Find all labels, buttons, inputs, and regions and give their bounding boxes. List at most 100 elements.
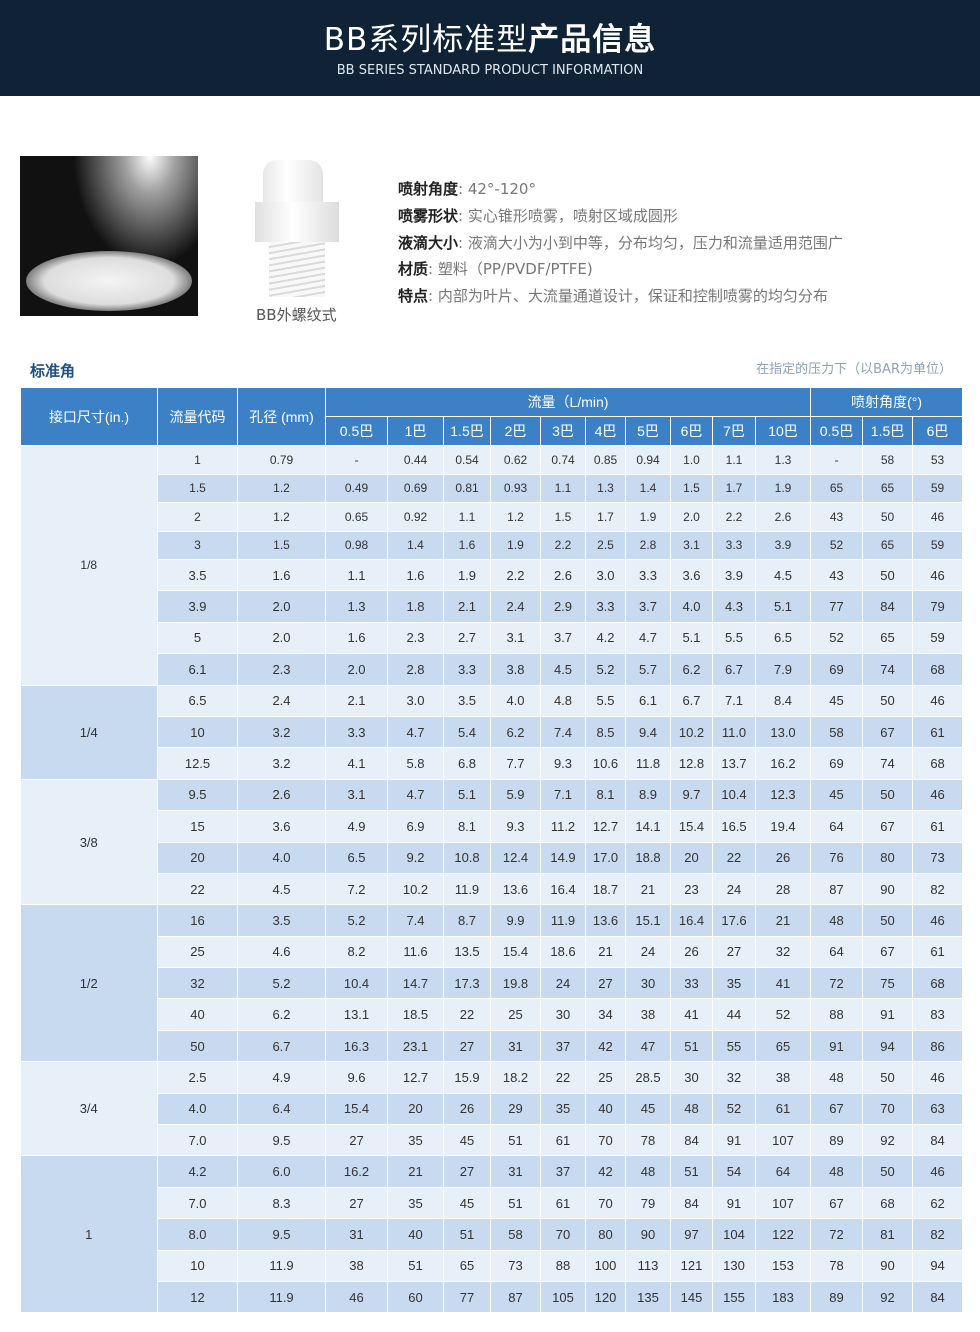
table-cell: 3.3 [443, 653, 491, 686]
table-cell: 9.5 [157, 779, 238, 812]
table-cell: 15.4 [670, 810, 713, 843]
spec-value: : 塑料（PP/PVDF/PTFE) [428, 260, 593, 279]
table-cell: 0.85 [585, 445, 626, 475]
table-cell: 26 [755, 842, 812, 874]
table-cell: 3.6 [670, 559, 713, 592]
table-cell: 1.5 [237, 531, 326, 560]
table-cell: 1.2 [237, 502, 326, 532]
table-cell: 1.1 [325, 559, 388, 592]
table-row: 40 6.2 13.1 18.5 22 25 30 34 38 41 44 52 88 91 83 [21, 998, 964, 1031]
table-cell: 38 [625, 998, 671, 1031]
table-row: 4.0 6.4 15.4 20 26 29 35 40 45 48 52 61 67 70 63 [21, 1093, 964, 1126]
table-cell: 50 [862, 904, 914, 937]
table-cell: 12.7 [387, 1061, 444, 1094]
header-flow-pressure: 10巴 [754, 416, 812, 446]
table-cell: 62 [912, 1187, 964, 1220]
table-cell: 40 [387, 1218, 444, 1251]
table-cell: 1.7 [712, 474, 756, 503]
table-cell: 1.4 [387, 531, 444, 560]
table-row: 20 4.0 6.5 9.2 10.8 12.4 14.9 17.0 18.8 20 22 26 76 8… [21, 842, 964, 874]
table-cell: 4.9 [325, 810, 388, 843]
table-cell: 0.54 [443, 445, 491, 475]
table-cell: 45 [810, 685, 864, 717]
table-cell: 92 [862, 1281, 914, 1314]
table-cell: 10.6 [585, 747, 626, 780]
table-cell: 0.74 [540, 445, 586, 475]
table-cell: 26 [670, 936, 713, 969]
table-cell: 38 [755, 1061, 812, 1094]
table-cell: 9.5 [237, 1124, 326, 1157]
table-cell: 50 [862, 779, 914, 812]
table-cell: 15.4 [490, 936, 541, 969]
table-cell: 8.2 [325, 936, 388, 969]
spec-value: : 液滴大小为小到中等，分布均匀，压力和流量适用范围广 [458, 233, 843, 252]
header-size: 接口尺寸(in.) [20, 387, 158, 446]
connection-size-cell: 1/2 [20, 904, 158, 1063]
table-cell: 27 [325, 1124, 388, 1157]
table-cell: 2.3 [237, 653, 326, 686]
table-cell: 7.0 [157, 1187, 238, 1220]
table-cell: 91 [712, 1124, 756, 1157]
table-cell: 1.3 [585, 474, 626, 503]
header-angle-pressure: 6巴 [912, 416, 964, 446]
table-cell: 0.65 [325, 502, 388, 532]
table-cell: 1.5 [670, 474, 713, 503]
table-cell: 6.5 [755, 622, 812, 655]
table-cell: 18.8 [625, 842, 671, 874]
table-cell: 65 [862, 622, 914, 655]
table-cell: 24 [625, 936, 671, 969]
table-cell: 12.7 [585, 810, 626, 843]
table-cell: 42 [585, 1155, 626, 1188]
table-cell: 61 [540, 1124, 586, 1157]
table-cell: 11.9 [443, 873, 491, 906]
table-cell: 30 [670, 1061, 713, 1094]
table-cell: 31 [325, 1218, 388, 1251]
table-cell: 28 [755, 873, 812, 906]
table-cell: 52 [712, 1093, 756, 1126]
table-cell: 2.7 [443, 622, 491, 655]
table-cell: 104 [712, 1218, 756, 1251]
table-cell: 45 [810, 779, 864, 812]
table-cell: 4.2 [157, 1155, 238, 1188]
table-cell: 1.6 [237, 559, 326, 592]
table-cell: 70 [585, 1187, 626, 1220]
table-cell: 3.3 [585, 590, 626, 623]
table-cell: 1.1 [540, 474, 586, 503]
table-cell: 120 [585, 1281, 626, 1314]
table-cell: 50 [862, 685, 914, 717]
table-cell: 12.5 [157, 747, 238, 780]
table-cell: 97 [670, 1218, 713, 1251]
table-row: 25 4.6 8.2 11.6 13.5 15.4 18.6 21 24 26 27 32 64 67 61 [21, 936, 964, 969]
connection-size-cell: 1/8 [20, 445, 158, 686]
table-cell: 5.2 [585, 653, 626, 686]
table-cell: 15.9 [443, 1061, 491, 1094]
spec-line: 特点: 内部为叶片、大流量通道设计，保证和控制喷雾的均匀分布 [398, 283, 843, 310]
table-cell: 32 [157, 967, 238, 1000]
table-cell: 4.9 [237, 1061, 326, 1094]
table-cell: 69 [810, 747, 864, 780]
table-cell: 51 [490, 1187, 541, 1220]
table-cell: 48 [810, 904, 864, 937]
table-cell: 2.0 [670, 502, 713, 532]
table-cell: 155 [712, 1281, 756, 1314]
table-cell: 61 [912, 936, 964, 969]
table-cell: 65 [862, 531, 914, 560]
table-cell: 11.8 [625, 747, 671, 780]
table-cell: 67 [862, 936, 914, 969]
table-cell: 67 [862, 810, 914, 843]
spec-line: 液滴大小: 液滴大小为小到中等，分布均匀，压力和流量适用范围广 [398, 230, 843, 257]
table-row: 7.0 9.5 27 35 45 51 61 70 78 84 91 107 89 92 84 [21, 1124, 964, 1157]
table-cell: 7.9 [755, 653, 812, 686]
table-cell: 64 [755, 1155, 812, 1188]
table-cell: 51 [387, 1250, 444, 1282]
table-cell: 3.5 [237, 904, 326, 937]
table-cell: 4.0 [490, 685, 541, 717]
table-cell: 67 [810, 1187, 864, 1220]
title-light: BB系列标准型 [323, 22, 529, 58]
spec-label: 材质 [398, 260, 429, 279]
table-cell: 88 [540, 1250, 586, 1282]
table-cell: 47 [625, 1030, 671, 1063]
table-cell: 12.8 [670, 747, 713, 780]
table-cell: 1.9 [625, 502, 671, 532]
header-code: 流量代码 [157, 387, 238, 446]
